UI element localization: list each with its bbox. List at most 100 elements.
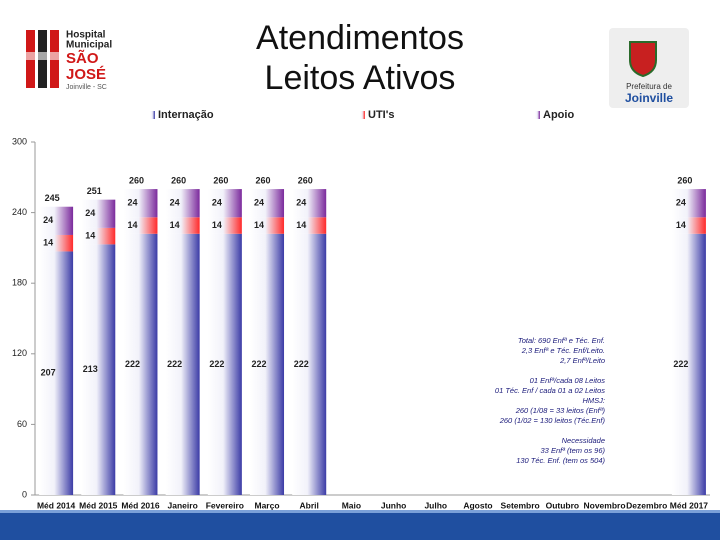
value-label: 24 xyxy=(676,198,686,208)
value-label: 24 xyxy=(43,215,53,225)
bar-segment xyxy=(207,217,242,234)
bar-segment xyxy=(250,217,285,234)
legend-label: Internação xyxy=(158,109,214,121)
legend-label: UTI's xyxy=(368,109,394,121)
x-tick-label: Março xyxy=(255,500,280,510)
footer-band xyxy=(0,512,720,540)
bar-segment xyxy=(39,251,74,495)
total-label: 260 xyxy=(256,175,271,185)
total-label: 251 xyxy=(87,186,102,196)
value-label: 14 xyxy=(85,231,95,241)
x-tick-label: Outubro xyxy=(546,500,580,510)
logo-text: Municipal xyxy=(66,40,112,51)
bar-segment xyxy=(81,199,116,228)
bar-segment xyxy=(165,189,200,218)
logo-text: Prefeitura de xyxy=(626,82,672,91)
logo-text: Hospital xyxy=(66,30,106,41)
x-tick-label: Junho xyxy=(381,500,407,510)
bar-segment xyxy=(123,233,158,495)
footer-line xyxy=(0,510,720,513)
chart: 0 60 120 180 240 300 Méd 2014 207 14 24 245 Méd 201… xyxy=(12,109,710,510)
value-label: 14 xyxy=(254,220,264,230)
value-label: 14 xyxy=(212,220,222,230)
left-logo: Hospital Municipal SÃO JOSÉ Joinville - … xyxy=(26,30,112,91)
x-tick-label: Dezembro xyxy=(626,500,667,510)
x-tick-label: Méd 2017 xyxy=(670,500,709,510)
annotation: HMSJ: xyxy=(583,396,606,405)
value-label: 222 xyxy=(294,359,309,369)
value-label: 24 xyxy=(212,198,222,208)
y-tick-label: 180 xyxy=(12,278,27,288)
value-label: 222 xyxy=(252,359,267,369)
annotation: 130 Téc. Enf. (tem os 504) xyxy=(516,456,605,465)
value-label: 14 xyxy=(43,238,53,248)
y-tick-label: 120 xyxy=(12,348,27,358)
legend-swatch xyxy=(535,111,540,119)
total-label: 260 xyxy=(171,175,186,185)
bar-segment xyxy=(250,189,285,218)
annotation: 33 Enfª (tem os 96) xyxy=(541,446,606,455)
total-label: 260 xyxy=(129,175,144,185)
y-tick-label: 300 xyxy=(12,136,27,146)
legend-swatch xyxy=(150,111,155,119)
annotation: 2,3 Enfª e Téc. Enf/Leito. xyxy=(521,346,605,355)
bar-segment xyxy=(250,233,285,495)
bar-segment xyxy=(123,189,158,218)
bar-segment xyxy=(81,244,116,495)
bar-segment xyxy=(292,217,327,234)
bar-segment xyxy=(39,234,74,252)
value-label: 14 xyxy=(170,220,180,230)
value-label: 222 xyxy=(209,359,224,369)
value-label: 14 xyxy=(676,220,686,230)
title: Leitos Ativos xyxy=(265,59,456,97)
logo-text: SÃO xyxy=(66,49,99,67)
x-tick-label: Setembro xyxy=(501,500,540,510)
bar-segment xyxy=(165,217,200,234)
bar-segment xyxy=(207,233,242,495)
annotation: 01 Enfª/cada 08 Leitos xyxy=(530,376,606,385)
total-label: 260 xyxy=(298,175,313,185)
logo-text: Joinville xyxy=(625,91,673,105)
bar-segment xyxy=(207,189,242,218)
legend-swatch xyxy=(360,111,365,119)
x-tick-label: Agosto xyxy=(463,500,492,510)
total-label: 245 xyxy=(45,193,60,203)
annotation: 260 (1/08 = 33 leitos (Enfª) xyxy=(515,406,606,415)
x-tick-label: Méd 2015 xyxy=(79,500,118,510)
x-tick-label: Méd 2016 xyxy=(121,500,160,510)
bar-segment xyxy=(81,227,116,245)
value-label: 24 xyxy=(127,198,137,208)
value-label: 24 xyxy=(296,198,306,208)
logo-text: Joinville - SC xyxy=(66,84,107,91)
value-label: 213 xyxy=(83,364,98,374)
annotation: 260 (1/02 = 130 leitos (Téc.Enf) xyxy=(499,416,606,425)
value-label: 14 xyxy=(296,220,306,230)
bar-segment xyxy=(292,233,327,495)
bar-segment xyxy=(292,189,327,218)
x-tick-label: Julho xyxy=(424,500,447,510)
bar-segment xyxy=(671,233,706,495)
y-tick-label: 0 xyxy=(22,489,27,499)
x-tick-label: Novembro xyxy=(584,500,626,510)
legend-label: Apoio xyxy=(543,109,574,121)
right-logo: Prefeitura de Joinville xyxy=(609,28,689,108)
x-tick-label: Méd 2014 xyxy=(37,500,76,510)
y-tick-label: 60 xyxy=(17,419,27,429)
annotation: 2,7 Enfª/Leito xyxy=(559,356,605,365)
value-label: 207 xyxy=(41,368,56,378)
total-label: 260 xyxy=(677,175,692,185)
annotation: Necessidade xyxy=(562,436,605,445)
value-label: 24 xyxy=(85,208,95,218)
value-label: 222 xyxy=(673,359,688,369)
y-tick-label: 240 xyxy=(12,207,27,217)
x-tick-label: Janeiro xyxy=(168,500,198,510)
value-label: 24 xyxy=(254,198,264,208)
annotation: 01 Téc. Enf / cada 01 a 02 Leitos xyxy=(495,386,605,395)
total-label: 260 xyxy=(213,175,228,185)
bar-segment xyxy=(39,206,74,235)
value-label: 14 xyxy=(127,220,137,230)
logo-text: JOSÉ xyxy=(66,66,106,83)
x-tick-label: Abril xyxy=(300,500,319,510)
bar-segment xyxy=(671,217,706,234)
